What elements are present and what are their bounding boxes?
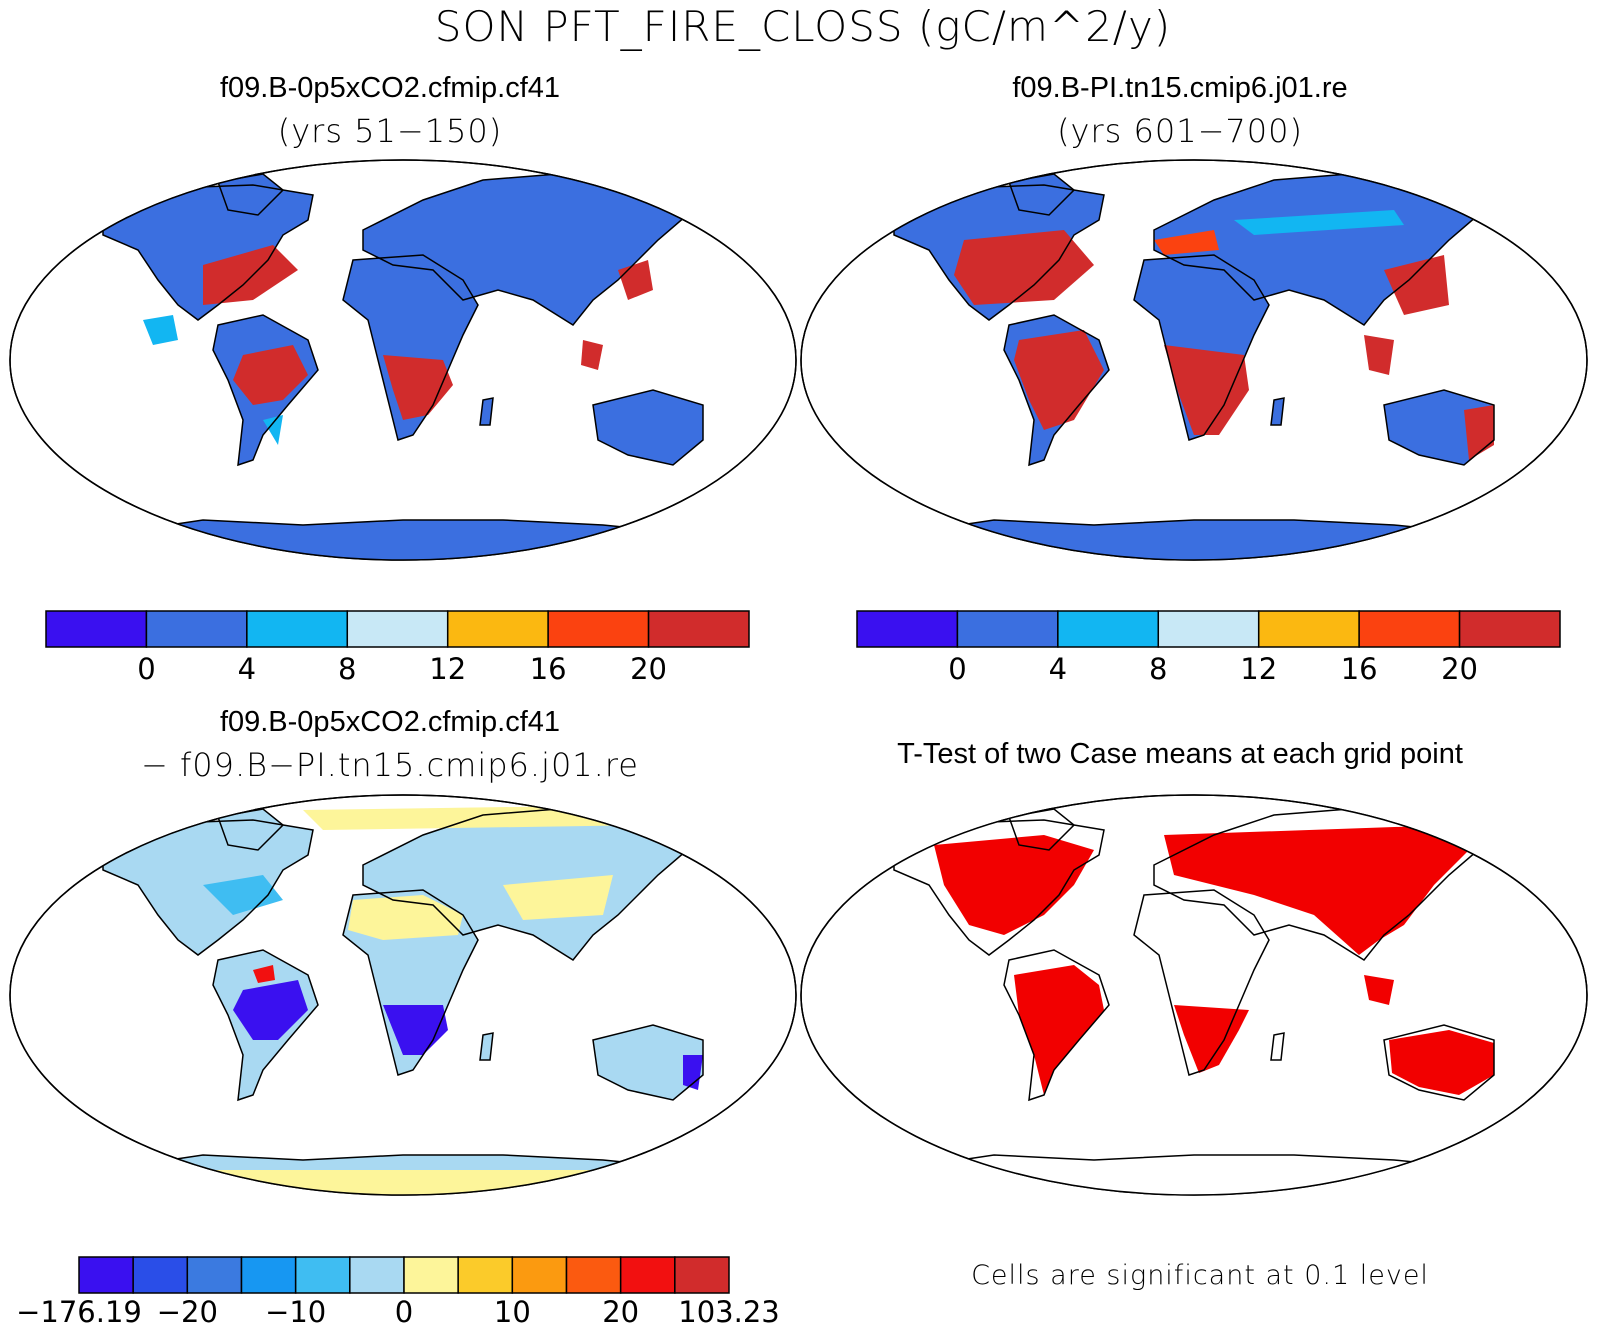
colorbar-case1: 0 4 8 12 16 20 xyxy=(45,610,750,686)
colorbar-swatch xyxy=(547,610,650,648)
colorbar-swatch xyxy=(619,1256,676,1294)
colorbar-swatch xyxy=(565,1256,622,1294)
colorbar-swatch xyxy=(674,1256,730,1294)
colorbar-tick-label: 16 xyxy=(530,652,567,686)
colorbar-tick-label: 0 xyxy=(137,652,155,686)
colorbar-tick-label: 16 xyxy=(1341,652,1378,686)
colorbar-tick-label: 0 xyxy=(948,652,966,686)
colorbar-swatch xyxy=(403,1256,459,1294)
colorbar-swatch xyxy=(1157,610,1260,648)
colorbar-swatch xyxy=(457,1256,514,1294)
colorbar-swatch xyxy=(294,1256,351,1294)
colorbar-tick-label: 8 xyxy=(338,652,356,686)
colorbar-tick-label: −10 xyxy=(265,1295,326,1327)
colorbar-tick-label: 8 xyxy=(1149,652,1167,686)
colorbar-swatch xyxy=(1458,610,1561,648)
map-panel-ttest xyxy=(800,794,1588,1196)
colorbar-swatch xyxy=(1257,610,1360,648)
colorbar-swatch xyxy=(346,610,449,648)
colorbar-swatch xyxy=(145,610,248,648)
colorbar-swatch xyxy=(132,1256,189,1294)
colorbar-swatch xyxy=(78,1256,134,1294)
colorbar-swatch xyxy=(349,1256,405,1294)
colorbar-swatch xyxy=(1057,610,1160,648)
panel1-title: f09.B-0p5xCO2.cfmip.cf41 xyxy=(219,72,561,104)
colorbar-tick-label: 12 xyxy=(429,652,466,686)
panel2-title: f09.B-PI.tn15.cmip6.j01.re xyxy=(1012,72,1348,104)
colorbar-case2: 0 4 8 12 16 20 xyxy=(856,610,1561,686)
map-panel-case2 xyxy=(800,159,1588,561)
figure-title: SON PFT_FIRE_CLOSS (gC/m^2/y) xyxy=(434,2,1172,51)
colorbar-swatch xyxy=(856,610,959,648)
colorbar-swatch xyxy=(186,1256,243,1294)
colorbar-tick-label: 20 xyxy=(602,1295,639,1327)
colorbar-swatch xyxy=(647,610,750,648)
map-panel-difference xyxy=(9,794,797,1196)
significance-note: Cells are significant at 0.1 level xyxy=(971,1260,1429,1291)
colorbar-tick-label: 12 xyxy=(1240,652,1277,686)
panel4-title: T-Test of two Case means at each grid po… xyxy=(897,738,1463,770)
colorbar-tick-label: −20 xyxy=(157,1295,218,1327)
panel3-title: f09.B-0p5xCO2.cfmip.cf41 xyxy=(219,706,561,738)
panel1-subtitle: (yrs 51−150) xyxy=(277,112,503,150)
colorbar-swatch xyxy=(511,1256,568,1294)
colorbar-swatch xyxy=(246,610,349,648)
colorbar-tick-label: 103.23 xyxy=(678,1295,779,1327)
colorbar-swatch xyxy=(956,610,1059,648)
colorbar-swatch xyxy=(1358,610,1461,648)
colorbar-tick-label: 0 xyxy=(395,1295,413,1327)
colorbar-difference: −176.19 −20 −10 0 10 20 103.23 xyxy=(16,1256,780,1327)
colorbar-tick-label: 10 xyxy=(494,1295,531,1327)
panel3-subtitle: − f09.B−PI.tn15.cmip6.j01.re xyxy=(141,746,639,784)
colorbar-tick-label: 20 xyxy=(630,652,667,686)
colorbar-swatch xyxy=(45,610,148,648)
map-panel-case1 xyxy=(9,159,797,561)
colorbar-tick-label: 4 xyxy=(238,652,256,686)
panel2-subtitle: (yrs 601−700) xyxy=(1057,112,1303,150)
colorbar-swatch xyxy=(446,610,549,648)
colorbar-tick-label: 4 xyxy=(1049,652,1067,686)
colorbar-tick-label: −176.19 xyxy=(16,1295,142,1327)
colorbar-swatch xyxy=(240,1256,297,1294)
colorbar-tick-label: 20 xyxy=(1441,652,1478,686)
